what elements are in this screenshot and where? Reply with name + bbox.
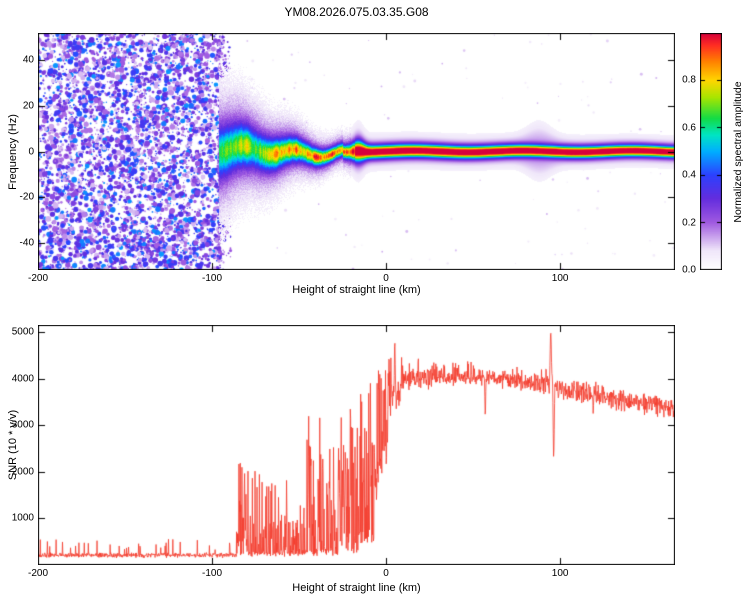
snr-x-tick-label: -200 <box>27 568 49 579</box>
spectrogram-y-tick-label: 40 <box>22 54 34 66</box>
spectrogram-yaxis-label: Frequency (Hz) <box>7 114 19 190</box>
snr-x-tick-label: 100 <box>551 568 569 579</box>
spectrogram-y-tick-label: -40 <box>19 237 34 249</box>
spectrogram-y-tick-label: 0 <box>28 146 34 157</box>
snr-x-tick-label: 0 <box>383 568 389 579</box>
colorbar-tick-label: 0.2 <box>682 217 696 229</box>
spectrogram-y-tick-label: -20 <box>19 191 34 203</box>
spectrogram-x-tick-label: 100 <box>551 273 569 284</box>
page-title: YM08.2026.075.03.35.G08 <box>284 5 429 19</box>
colorbar-tick-label: 0.8 <box>682 74 696 86</box>
snr-y-tick-label: 4000 <box>11 373 34 385</box>
spectrogram-x-tick-label: -100 <box>202 273 223 284</box>
snr-y-tick-label: 2000 <box>11 466 34 478</box>
colorbar-tick-label: 0.4 <box>682 169 696 181</box>
colorbar-label: Normalized spectral amplitude <box>732 81 744 223</box>
snr-y-tick-label: 5000 <box>11 326 34 338</box>
spectrogram-x-tick-label: -200 <box>27 273 49 284</box>
snr-x-tick-label: -100 <box>202 568 223 579</box>
spectrogram-x-tick-label: 0 <box>383 273 389 284</box>
snr-y-tick-label: 3000 <box>11 419 34 431</box>
colorbar-tick-label: 0.0 <box>682 264 696 276</box>
colorbar <box>700 33 722 270</box>
spectrogram-y-tick-label: 20 <box>22 100 34 112</box>
colorbar-tick-label: 0.6 <box>682 122 696 134</box>
spectrogram-xaxis-label: Height of straight line (km) <box>292 284 421 296</box>
spectrogram-plot <box>38 33 675 270</box>
snr-y-tick-label: 1000 <box>11 512 34 524</box>
snr-xaxis-label: Height of straight line (km) <box>292 582 421 594</box>
snr-plot <box>38 325 675 565</box>
